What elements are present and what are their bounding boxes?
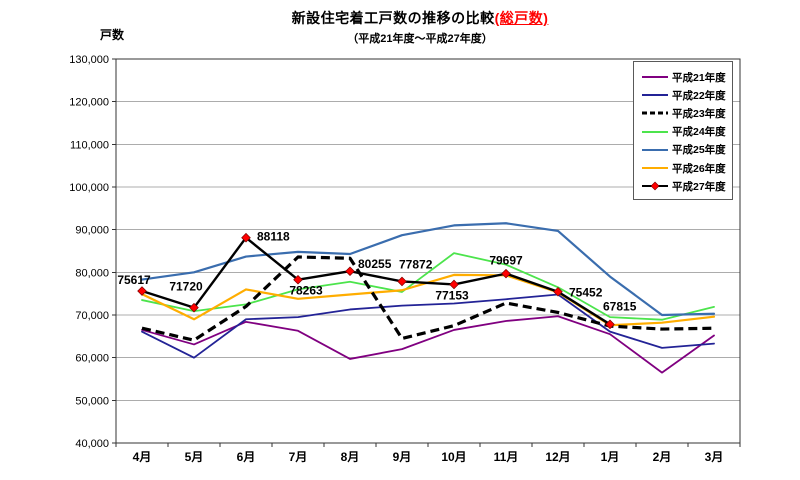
data-point-marker (241, 232, 251, 243)
data-point-label: 75452 (569, 286, 603, 300)
chart-title-block: 新設住宅着工戸数の推移の比較(総戸数) （平成21年度～平成27年度） (40, 8, 800, 46)
x-axis-month-label: 5月 (185, 450, 204, 464)
y-axis-tick-label: 90,000 (75, 225, 109, 237)
data-point-marker (553, 286, 563, 297)
x-axis-month-label: 1月 (601, 450, 620, 464)
legend-item: 平成25年度 (641, 141, 730, 159)
legend-label: 平成24年度 (672, 126, 726, 139)
chart-title-highlight: (総戸数) (494, 10, 549, 26)
data-point-marker (293, 274, 303, 285)
y-axis-tick-label: 50,000 (75, 395, 109, 407)
data-point-label: 78263 (289, 284, 323, 298)
y-axis-tick-label: 130,000 (69, 54, 109, 66)
y-axis-title: 戸数 (99, 28, 124, 42)
legend-line-swatch (642, 130, 668, 133)
series-line-4 (141, 252, 715, 321)
data-point-marker (345, 266, 355, 277)
chart-title: 新設住宅着工戸数の推移の比較(総戸数) (40, 8, 800, 28)
x-axis-month-label: 4月 (133, 450, 152, 464)
chart-subtitle: （平成21年度～平成27年度） (347, 33, 493, 45)
legend-line-swatch (642, 94, 668, 97)
y-axis-tick-label: 70,000 (75, 310, 109, 322)
data-point-marker (137, 286, 147, 296)
legend-label: 平成22年度 (672, 89, 726, 102)
x-axis-month-label: 6月 (237, 450, 256, 464)
legend-line-swatch (642, 167, 668, 170)
x-axis-month-label: 9月 (393, 450, 412, 464)
x-axis-month-label: 3月 (705, 450, 724, 464)
series-line-7 (140, 236, 612, 326)
data-point-marker (501, 268, 511, 279)
y-axis-tick-label: 120,000 (69, 97, 109, 109)
y-axis-tick-label: 60,000 (75, 353, 109, 365)
legend-label: 平成27年度 (672, 180, 726, 193)
x-axis-month-label: 12月 (545, 450, 570, 464)
series-line-2 (141, 293, 715, 359)
x-axis-month-label: 2月 (653, 450, 672, 464)
data-point-label: 71720 (169, 280, 203, 294)
legend-label: 平成26年度 (672, 162, 726, 175)
legend-line-swatch (642, 181, 668, 191)
data-point-label: 88118 (257, 230, 290, 244)
x-axis-month-label: 7月 (289, 450, 308, 464)
legend-marker-icon (650, 181, 660, 191)
data-point-label: 67815 (603, 299, 637, 313)
y-axis-tick-label: 100,000 (69, 182, 109, 194)
data-point-marker (449, 279, 459, 290)
data-point-marker (189, 302, 199, 313)
legend-line-swatch (642, 148, 668, 151)
legend-item: 平成22年度 (641, 86, 730, 104)
series-line-5 (140, 222, 716, 317)
data-point-marker (605, 319, 615, 330)
y-axis-tick-label: 110,000 (70, 139, 109, 151)
legend-label: 平成25年度 (672, 144, 726, 157)
data-point-label: 80255 (358, 257, 392, 271)
legend-item: 平成23年度 (641, 104, 730, 122)
x-axis-month-label: 11月 (494, 450, 519, 464)
data-point-marker (397, 276, 407, 287)
legend: 平成21年度 平成22年度 平成23年度 平成24年度 平成25年度 平成26年度 平成27… (633, 61, 733, 201)
data-point-label: 77153 (435, 288, 469, 302)
data-point-label: 77872 (399, 257, 433, 271)
legend-item: 平成21年度 (641, 68, 730, 86)
y-axis-tick-label: 40,000 (75, 438, 109, 450)
legend-line-swatch (642, 76, 668, 79)
x-axis-month-label: 10月 (441, 450, 466, 464)
data-point-label: 79697 (489, 254, 523, 268)
x-axis-month-label: 8月 (341, 450, 360, 464)
chart-title-text: 新設住宅着工戸数の推移の比較 (291, 10, 495, 26)
legend-label: 平成23年度 (672, 107, 726, 120)
legend-item: 平成26年度 (641, 159, 730, 177)
y-axis-tick-label: 80,000 (75, 267, 109, 279)
legend-line-swatch (642, 111, 668, 115)
data-point-label: 75617 (117, 273, 151, 287)
legend-item: 平成24年度 (641, 123, 730, 141)
legend-label: 平成21年度 (672, 71, 726, 84)
series-line-3 (141, 255, 715, 342)
legend-item: 平成27年度 (641, 177, 730, 195)
